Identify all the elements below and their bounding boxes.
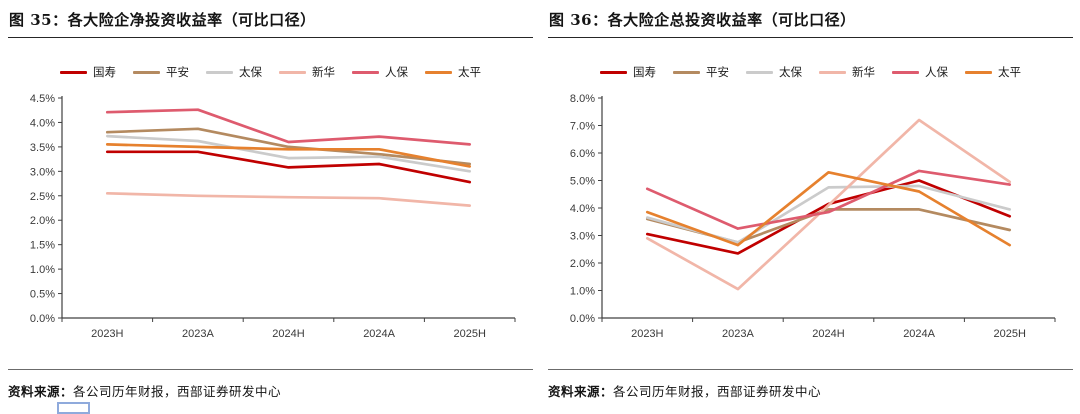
legend-item-太保: 太保 [206,64,262,80]
svg-text:2024H: 2024H [272,328,304,340]
legend-label: 人保 [385,65,408,79]
svg-text:2023H: 2023H [631,328,663,340]
legend-label: 太保 [779,65,802,79]
figure-35-title: 图 35：各大险企净投资收益率（可比口径） [8,6,533,38]
figure-36-title: 图 36：各大险企总投资收益率（可比口径） [548,6,1073,38]
svg-text:4.0%: 4.0% [30,117,55,129]
svg-text:2024A: 2024A [903,328,935,340]
legend-line-swatch [60,70,87,74]
legend-label: 人保 [925,65,948,79]
svg-text:1.5%: 1.5% [30,240,55,252]
cropped-table-fragment [57,402,90,414]
figure-35-legend: 国寿 平安 太保 新华 人保 太平 [8,65,533,79]
legend-item-太平: 太平 [425,64,481,80]
legend-line-swatch [819,70,846,74]
legend-line-swatch [133,70,160,74]
legend-line-swatch [673,70,700,74]
svg-text:3.0%: 3.0% [570,231,595,243]
legend-label: 国寿 [93,65,116,79]
legend-label: 平安 [166,65,189,79]
svg-text:5.0%: 5.0% [570,176,595,188]
svg-text:2025H: 2025H [993,328,1025,340]
figure-36-panel: 图 36：各大险企总投资收益率（可比口径） 国寿 平安 太保 新华 人保 太平 0.0% 1… [540,0,1080,410]
legend-line-swatch [965,70,992,74]
svg-text:6.0%: 6.0% [570,148,595,160]
legend-line-swatch [279,70,306,74]
legend-label: 太保 [239,65,262,79]
figure-35-source: 资料来源：各公司历年财报，西部证券研发中心 [8,369,533,400]
svg-text:3.0%: 3.0% [30,166,55,178]
legend-line-swatch [892,70,919,74]
figure-36-line-chart: 0.0% 1.0% 2.0% 3.0% 4.0% 5.0% 6.0% 7.0% 8.0% 2023… [570,93,1056,340]
legend-label: 太平 [458,65,481,79]
legend-line-swatch [600,70,627,74]
legend-item-人保: 人保 [892,64,948,80]
figure-36-legend: 国寿 平安 太保 新华 人保 太平 [548,65,1073,79]
svg-text:2.0%: 2.0% [30,215,55,227]
legend-label: 新华 [312,65,335,79]
svg-text:0.0%: 0.0% [570,313,595,325]
svg-text:1.0%: 1.0% [30,264,55,276]
legend-item-新华: 新华 [279,64,335,80]
svg-text:2024H: 2024H [812,328,844,340]
svg-text:2.5%: 2.5% [30,191,55,203]
figure-35-panel: 图 35：各大险企净投资收益率（可比口径） 国寿 平安 太保 新华 人保 太平 0.0% 0… [0,0,540,410]
source-label: 资料来源： [548,384,614,399]
legend-item-平安: 平安 [133,64,189,80]
svg-text:7.0%: 7.0% [570,121,595,133]
legend-item-国寿: 国寿 [600,64,656,80]
svg-text:2023A: 2023A [182,328,214,340]
legend-line-swatch [206,70,233,74]
figure-36-source: 资料来源：各公司历年财报，西部证券研发中心 [548,369,1073,400]
svg-text:0.5%: 0.5% [30,289,55,301]
source-text: 各公司历年财报，西部证券研发中心 [613,384,822,399]
svg-text:2025H: 2025H [453,328,485,340]
svg-text:2024A: 2024A [363,328,395,340]
legend-line-swatch [746,70,773,74]
legend-label: 太平 [998,65,1021,79]
svg-text:2.0%: 2.0% [570,258,595,270]
svg-text:2023H: 2023H [91,328,123,340]
svg-text:3.5%: 3.5% [30,142,55,154]
svg-text:8.0%: 8.0% [570,93,595,105]
svg-text:4.5%: 4.5% [30,93,55,105]
legend-label: 国寿 [633,65,656,79]
source-label: 资料来源： [8,384,74,399]
legend-item-人保: 人保 [352,64,408,80]
legend-line-swatch [425,70,452,74]
legend-label: 新华 [852,65,875,79]
legend-item-平安: 平安 [673,64,729,80]
figure-35-line-chart: 0.0% 0.5% 1.0% 1.5% 2.0% 2.5% 3.0% 3.5% 4.0% 4.5%… [30,93,516,340]
svg-text:4.0%: 4.0% [570,203,595,215]
svg-text:2023A: 2023A [722,328,754,340]
source-text: 各公司历年财报，西部证券研发中心 [73,384,282,399]
svg-text:1.0%: 1.0% [570,286,595,298]
legend-line-swatch [352,70,379,74]
svg-text:0.0%: 0.0% [30,313,55,325]
legend-item-国寿: 国寿 [60,64,116,80]
legend-item-太平: 太平 [965,64,1021,80]
legend-label: 平安 [706,65,729,79]
legend-item-太保: 太保 [746,64,802,80]
legend-item-新华: 新华 [819,64,875,80]
